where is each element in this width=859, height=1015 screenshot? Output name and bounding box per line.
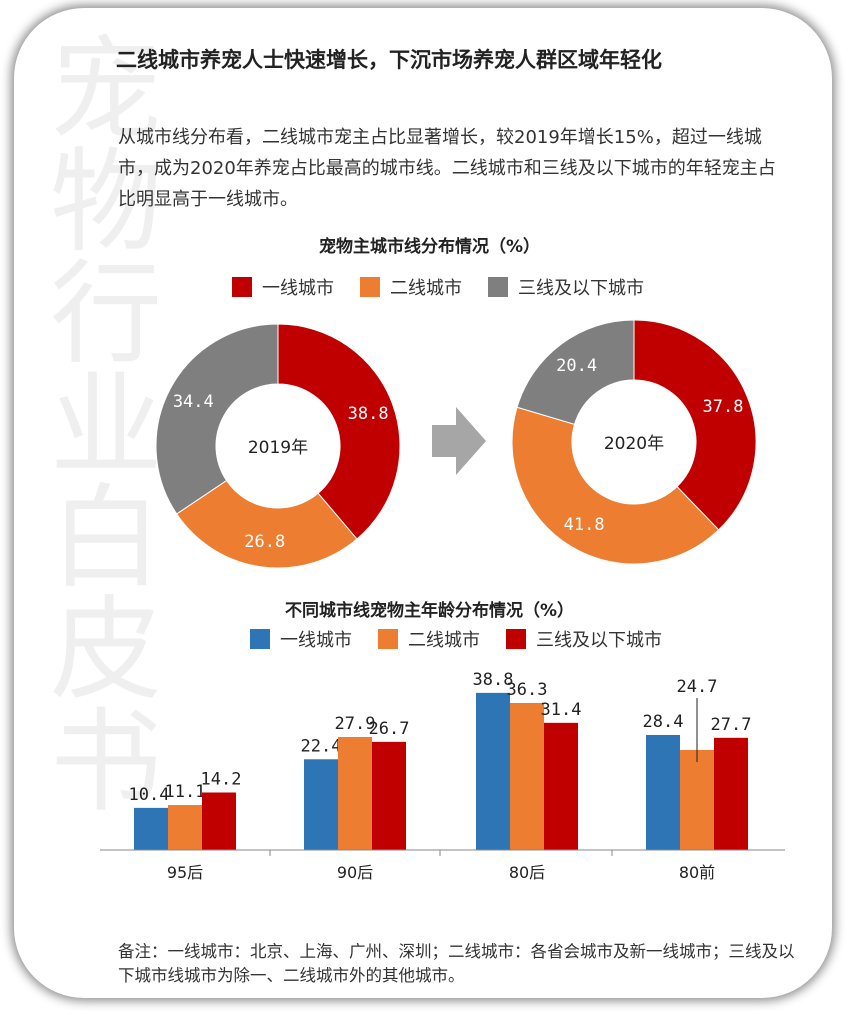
bar [202, 792, 236, 850]
donut-legend: 一线城市 二线城市 三线及以下城市 [232, 274, 644, 300]
right-arrow-icon [432, 407, 486, 475]
legend-item: 三线及以下城市 [488, 274, 644, 300]
slice-label: 20.4 [556, 356, 597, 376]
bar [304, 759, 338, 850]
x-tick-label: 80后 [509, 863, 545, 882]
legend-item: 二线城市 [378, 626, 480, 652]
donut-slice [516, 319, 635, 425]
bar-value-label: 28.4 [643, 712, 684, 732]
donut-slice [175, 479, 358, 569]
bar-value-label: 31.4 [541, 700, 582, 720]
donut-slice [633, 319, 757, 531]
legend-label: 二线城市 [390, 278, 462, 299]
legend-label: 一线城市 [280, 630, 352, 651]
bar-value-label: 26.7 [369, 719, 410, 739]
legend-swatch [378, 629, 398, 649]
legend-item: 一线城市 [250, 626, 352, 652]
legend-item: 三线及以下城市 [506, 626, 662, 652]
legend-label: 二线城市 [408, 630, 480, 651]
x-tick-label: 95后 [167, 863, 203, 882]
bar [338, 737, 372, 850]
legend-label: 一线城市 [262, 278, 334, 299]
bar-value-label: 22.4 [301, 736, 342, 756]
bar [646, 734, 680, 850]
legend-swatch [360, 277, 380, 297]
bar [372, 741, 406, 850]
slice-label: 41.8 [564, 515, 605, 535]
legend-swatch [250, 629, 270, 649]
bar [476, 692, 510, 850]
bar-value-label: 27.9 [335, 714, 376, 734]
donut-slice [155, 323, 279, 515]
bar-value-label: 11.1 [165, 782, 206, 802]
bar [680, 749, 714, 850]
bar [168, 805, 202, 850]
bar-value-label: 36.3 [507, 680, 548, 700]
bar-chart-title: 不同城市线宠物主年龄分布情况（%） [284, 601, 575, 621]
legend-swatch [232, 277, 252, 297]
donut-center-label: 2020年 [604, 434, 664, 454]
legend-item: 一线城市 [232, 274, 334, 300]
legend-swatch [506, 629, 526, 649]
bar-value-label: 14.2 [201, 769, 242, 789]
page-title: 二线城市养宠人士快速增长，下沉市场养宠人群区域年轻化 [116, 48, 662, 72]
bar-value-label: 24.7 [677, 677, 718, 697]
description: 从城市线分布看，二线城市宠主占比显著增长，较2019年增长15%，超过一线城市，… [118, 127, 776, 210]
slice-label: 38.8 [348, 404, 389, 424]
legend-label: 三线及以下城市 [536, 630, 662, 651]
slice-label: 26.8 [244, 532, 285, 552]
donut-center-label: 2019年 [248, 438, 308, 458]
x-tick-label: 80前 [679, 863, 715, 882]
bar [134, 807, 168, 850]
footnote: 备注：一线城市：北京、上海、广州、深圳；二线城市：各省会城市及新一线城市；三线及… [118, 942, 795, 985]
legend-swatch [488, 277, 508, 297]
x-tick-label: 90后 [337, 863, 373, 882]
legend-item: 二线城市 [360, 274, 462, 300]
donut-slice [511, 406, 720, 565]
slice-label: 37.8 [703, 397, 744, 417]
watermark: 宠物行业白皮书 [31, 30, 161, 814]
bar-value-label: 10.4 [129, 785, 170, 805]
legend-label: 三线及以下城市 [518, 278, 644, 299]
bar-value-label: 38.8 [473, 670, 514, 690]
bar [544, 722, 578, 850]
slice-label: 34.4 [173, 392, 214, 412]
bar-legend: 一线城市 二线城市 三线及以下城市 [250, 626, 662, 652]
bar [714, 737, 748, 850]
bar [510, 702, 544, 850]
donut-chart-title: 宠物主城市线分布情况（%） [318, 237, 541, 257]
donut-slice [277, 323, 401, 540]
bar-value-label: 27.7 [711, 715, 752, 735]
